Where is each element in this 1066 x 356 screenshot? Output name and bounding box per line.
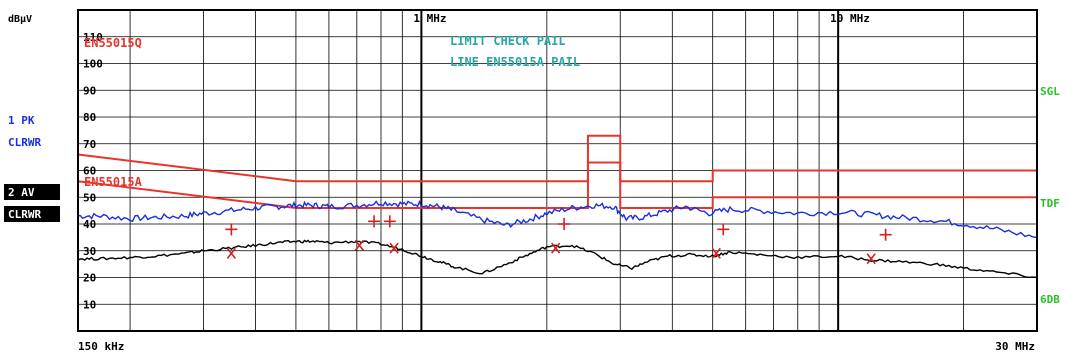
y-tick-label: 90: [83, 84, 96, 97]
peak-marker: [383, 215, 396, 228]
y-unit-label: dBµV: [8, 14, 32, 25]
x-tick-label: 150 kHz: [78, 340, 124, 353]
trace-label-bg: [4, 206, 60, 222]
trace-label: 2 AV: [8, 186, 35, 199]
status-label: TDF: [1040, 197, 1060, 210]
average-marker: [389, 242, 399, 254]
traces: [77, 199, 1038, 279]
trace-1-pk: [77, 199, 1038, 239]
y-tick-label: 30: [83, 245, 96, 258]
trace-label: CLRWR: [8, 208, 41, 221]
status-label: SGL: [1040, 85, 1060, 98]
y-tick-label: 60: [83, 165, 96, 178]
trace-label: CLRWR: [8, 136, 41, 149]
peak-marker: [225, 223, 238, 236]
trace-labels: 1 PK CLRWR 2 AV CLRWR: [4, 114, 60, 222]
limit-q-label: EN55015Q: [84, 36, 142, 50]
peak-marker: [879, 228, 892, 241]
trace-2-av: [77, 239, 1038, 279]
y-tick-label: 20: [83, 272, 96, 285]
average-marker: [711, 247, 721, 259]
status-label: 6DB: [1040, 293, 1060, 306]
y-tick-label: 40: [83, 218, 96, 231]
limit-line-text: LINE EN55015A PAIL: [450, 55, 580, 69]
limit-check-text: LIMIT CHECK PAIL: [450, 34, 566, 48]
average-marker: [551, 242, 561, 254]
trace-label-bg: [4, 184, 60, 200]
limit-lines: [77, 134, 1037, 209]
markers: [225, 215, 892, 265]
trace-label: 1 PK: [8, 114, 35, 127]
average-marker: [866, 253, 876, 265]
average-marker: [226, 247, 236, 259]
plot-frame: [77, 9, 1038, 332]
x-tick-label: 10 MHz: [830, 12, 870, 25]
y-tick-label: 80: [83, 111, 96, 124]
x-tick-label: 30 MHz: [995, 340, 1035, 353]
y-tick-label: 70: [83, 138, 96, 151]
average-marker: [354, 239, 365, 251]
y-tick-label: 50: [83, 191, 96, 204]
status-labels: SGL TDF 6DB: [1040, 85, 1060, 306]
y-tick-label: 110: [83, 31, 103, 44]
limit-line-en55015q: [77, 134, 1037, 183]
y-tick-label: 100: [83, 58, 103, 71]
limit-a-label: EN55015A: [84, 175, 143, 189]
peak-marker: [558, 218, 571, 230]
peak-marker: [717, 223, 730, 236]
peak-marker: [368, 215, 381, 228]
tick-labels: 10 20 30 40 50 60 70 80 90 100 110 150 kHz 1 MHz 10 M…: [78, 12, 1035, 353]
y-tick-label: 10: [83, 298, 96, 311]
limit-line-en55015a: [77, 161, 1037, 209]
x-tick-label: 1 MHz: [413, 12, 446, 25]
